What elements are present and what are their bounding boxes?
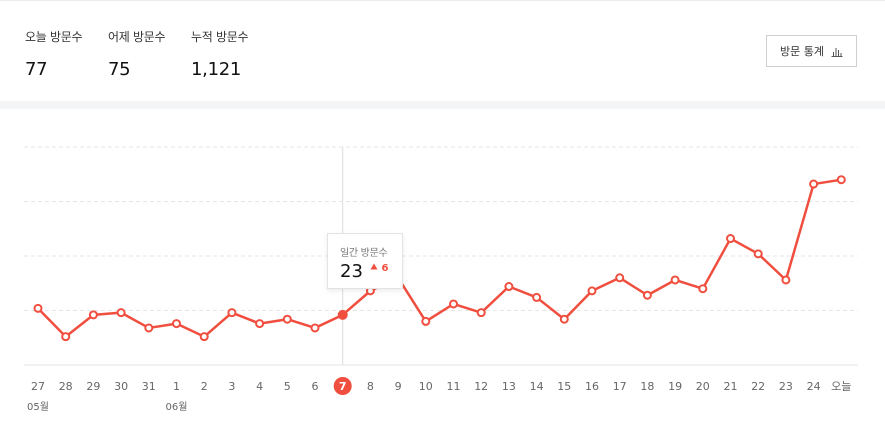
x-tick-label-16: 12 (474, 380, 488, 393)
x-tick-label-24: 20 (696, 380, 710, 393)
x-tick-label-11: 7 (339, 380, 347, 393)
section-divider (0, 101, 885, 109)
x-tick-label-1: 28 (59, 380, 73, 393)
x-tick-label-23: 19 (668, 380, 682, 393)
tooltip-delta: 6 (370, 263, 388, 274)
up-triangle-icon (370, 263, 378, 270)
x-tick-label-0: 27 (31, 380, 45, 393)
total-visits-stat: 누적 방문수 1,121 (191, 28, 249, 80)
data-point-26 (753, 249, 763, 259)
visit-stats-button-label: 방문 통계 (780, 45, 824, 58)
data-point-10 (310, 323, 320, 333)
yesterday-visits-value: 75 (108, 59, 131, 80)
data-point-22 (642, 290, 652, 300)
data-point-11 (337, 309, 348, 320)
data-point-0 (33, 303, 43, 313)
today-visits-value: 77 (25, 59, 48, 80)
x-tick-label-14: 10 (419, 380, 433, 393)
data-point-1 (61, 332, 71, 342)
data-point-19 (559, 314, 569, 324)
data-point-18 (532, 292, 542, 302)
data-point-23 (670, 275, 680, 285)
tooltip-label: 일간 방문수 (340, 248, 388, 259)
data-point-4 (144, 323, 154, 333)
data-point-29 (836, 175, 846, 185)
chart-tooltip: 일간 방문수 23 6 (327, 233, 403, 289)
x-tick-label-17: 13 (502, 380, 516, 393)
series-line (36, 178, 843, 338)
x-tick-label-8: 4 (256, 380, 263, 393)
x-tick-label-9: 5 (284, 380, 291, 393)
x-tick-label-29: 오늘 (831, 380, 851, 393)
data-point-7 (227, 308, 237, 318)
x-tick-label-22: 18 (640, 380, 654, 393)
data-point-6 (199, 332, 209, 342)
x-tick-label-5: 1 (173, 380, 180, 393)
x-tick-label-27: 23 (779, 380, 793, 393)
bar-chart-icon (831, 47, 843, 57)
x-tick-label-20: 16 (585, 380, 599, 393)
data-point-3 (116, 308, 126, 318)
x-tick-label-21: 17 (613, 380, 627, 393)
x-tick-label-19: 15 (557, 380, 571, 393)
data-point-16 (476, 308, 486, 318)
data-point-28 (809, 179, 819, 189)
data-point-27 (781, 275, 791, 285)
today-visits-stat: 오늘 방문수 77 (25, 28, 83, 80)
x-tick-highlight-badge (333, 377, 352, 395)
data-point-8 (255, 319, 265, 329)
data-point-24 (698, 284, 708, 294)
data-point-17 (504, 282, 514, 292)
data-point-9 (282, 314, 292, 324)
month-label-1: 06월 (166, 401, 188, 413)
yesterday-visits-label: 어제 방문수 (108, 30, 166, 44)
data-point-25 (726, 234, 735, 244)
data-point-20 (587, 286, 597, 296)
x-tick-label-15: 11 (447, 380, 461, 393)
data-point-14 (421, 316, 431, 326)
summary-panel: 오늘 방문수 77 어제 방문수 75 누적 방문수 1,121 방문 통계 (0, 0, 885, 104)
tooltip-value: 23 (340, 261, 363, 282)
data-point-5 (172, 319, 181, 329)
data-point-15 (449, 299, 458, 309)
yesterday-visits-stat: 어제 방문수 75 (108, 28, 166, 80)
daily-visits-chart: 27 28 29 30 31 1 2 3 4 5 6 7 8 9 10 11 12 13 14 15 16 17 18 19 2… (24, 146, 858, 413)
x-tick-label-7: 3 (228, 380, 235, 393)
visit-stats-button[interactable]: 방문 통계 (766, 35, 857, 67)
x-tick-label-13: 9 (395, 380, 402, 393)
x-tick-label-12: 8 (367, 380, 374, 393)
x-tick-label-18: 14 (530, 380, 544, 393)
x-tick-label-2: 29 (86, 380, 100, 393)
today-visits-label: 오늘 방문수 (25, 30, 83, 44)
total-visits-value: 1,121 (191, 59, 242, 80)
x-tick-label-26: 22 (751, 380, 765, 393)
total-visits-label: 누적 방문수 (191, 30, 249, 44)
x-tick-label-28: 24 (807, 380, 821, 393)
x-tick-label-3: 30 (114, 380, 128, 393)
x-tick-label-10: 6 (312, 380, 319, 393)
month-label-0: 05월 (27, 401, 49, 413)
x-tick-label-6: 2 (201, 380, 208, 393)
data-point-2 (88, 310, 98, 320)
x-tick-label-25: 21 (724, 380, 738, 393)
data-point-21 (615, 273, 625, 283)
tooltip-delta-value: 6 (381, 263, 389, 274)
x-tick-label-4: 31 (142, 380, 156, 393)
